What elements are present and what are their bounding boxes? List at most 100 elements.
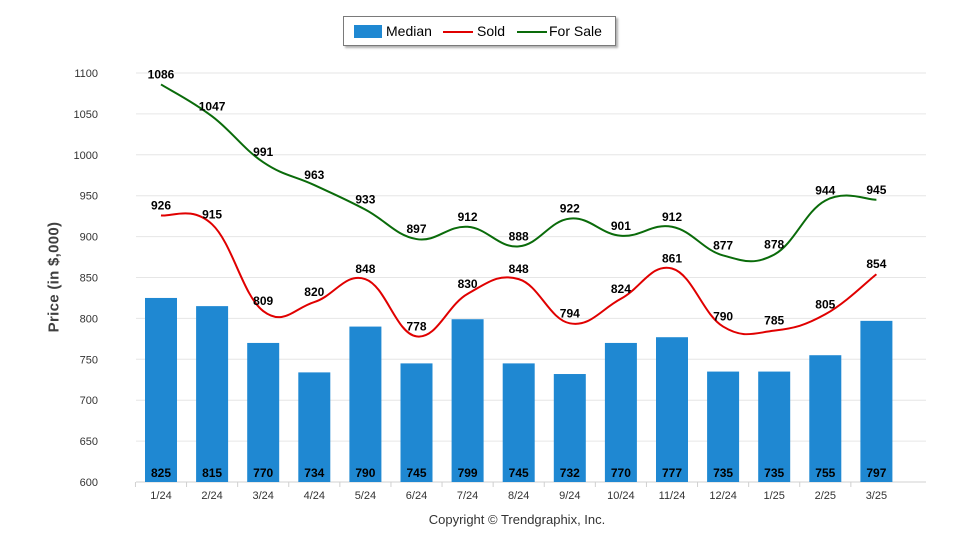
median-bar	[553, 374, 586, 482]
for-sale-data-label: 922	[560, 202, 580, 216]
x-tick-label: 3/25	[866, 490, 887, 502]
median-data-label: 745	[509, 466, 529, 480]
median-bar	[809, 355, 842, 482]
for-sale-data-label: 945	[866, 183, 886, 197]
axes: 600 650 700 750 800 850 900 950 1000 1050 1100 1/24…	[74, 68, 926, 502]
sold-data-label: 830	[458, 277, 478, 291]
median-bar	[349, 326, 382, 482]
sold-data-label: 915	[202, 207, 222, 221]
y-tick-label: 950	[80, 191, 98, 203]
for-sale-line	[160, 83, 877, 263]
legend-sold-swatch	[443, 31, 473, 33]
for-sale-data-label: 963	[304, 168, 324, 182]
median-bar	[298, 372, 331, 482]
median-bar	[707, 371, 740, 482]
legend-for-sale-label: For Sale	[549, 23, 602, 39]
sold-data-label: 926	[151, 198, 171, 212]
y-tick-label: 750	[80, 354, 98, 366]
for-sale-data-label: 877	[713, 238, 733, 252]
for-sale-data-label: 944	[815, 184, 835, 198]
median-data-label: 790	[355, 466, 375, 480]
data-labels: 825 815 770 734 790 745 799 745 732 770 777 735 735 7…	[148, 67, 887, 480]
for-sale-data-label: 912	[458, 210, 478, 224]
sold-data-label: 820	[304, 285, 324, 299]
x-tick-label: 3/24	[252, 490, 273, 502]
y-tick-label: 800	[80, 313, 98, 325]
median-bar	[451, 319, 484, 482]
median-data-label: 797	[866, 466, 886, 480]
sold-line	[160, 212, 878, 338]
median-data-label: 755	[815, 466, 835, 480]
median-data-label: 799	[458, 466, 478, 480]
legend: Median Sold For Sale	[343, 16, 616, 46]
legend-for-sale-swatch	[517, 31, 547, 33]
for-sale-data-label: 1047	[199, 99, 226, 113]
y-tick-label: 850	[80, 273, 98, 285]
y-tick-label: 900	[80, 232, 98, 244]
x-tick-label: 2/24	[201, 490, 222, 502]
for-sale-data-label: 888	[509, 229, 529, 243]
y-tick-label: 1050	[74, 109, 98, 121]
sold-data-label: 854	[866, 257, 886, 271]
x-tick-label: 8/24	[508, 490, 529, 502]
x-tick-label: 10/24	[607, 490, 635, 502]
sold-data-label: 785	[764, 314, 784, 328]
copyright-text: Copyright © Trendgraphix, Inc.	[428, 512, 606, 527]
sold-data-label: 848	[355, 262, 375, 276]
x-tick-label: 1/24	[150, 490, 171, 502]
legend-median-swatch	[354, 25, 382, 38]
median-bar	[247, 342, 280, 482]
x-tick-label: 1/25	[763, 490, 784, 502]
x-tick-label: 6/24	[406, 490, 427, 502]
for-sale-data-label: 991	[253, 145, 273, 159]
sold-data-label: 848	[509, 262, 529, 276]
median-bar	[758, 371, 791, 482]
for-sale-data-label: 912	[662, 210, 682, 224]
median-bar	[400, 363, 433, 482]
median-bars	[145, 297, 893, 482]
x-tick-label: 5/24	[355, 490, 376, 502]
median-data-label: 734	[304, 466, 324, 480]
series-lines	[160, 83, 878, 338]
x-tick-label: 7/24	[457, 490, 478, 502]
y-axis-label: Price (in $,000)	[45, 221, 63, 333]
median-bar	[604, 342, 637, 482]
y-tick-label: 1100	[74, 68, 98, 80]
legend-median-label: Median	[386, 23, 432, 39]
median-data-label: 745	[406, 466, 426, 480]
median-data-label: 825	[151, 466, 171, 480]
median-bar	[145, 297, 177, 482]
median-bar	[196, 306, 229, 482]
for-sale-data-label: 933	[355, 193, 375, 207]
sold-data-label: 809	[253, 294, 273, 308]
median-data-label: 815	[202, 466, 222, 480]
x-tick-label: 4/24	[304, 490, 325, 502]
median-data-label: 735	[764, 466, 784, 480]
sold-data-label: 790	[713, 310, 733, 324]
y-tick-label: 700	[80, 395, 98, 407]
x-tick-label: 12/24	[709, 490, 737, 502]
for-sale-data-label: 897	[406, 222, 426, 236]
sold-data-label: 794	[560, 306, 580, 320]
median-bar	[860, 320, 893, 482]
for-sale-data-label: 901	[611, 219, 631, 233]
x-tick-label: 9/24	[559, 490, 580, 502]
median-data-label: 735	[713, 466, 733, 480]
sold-data-label: 861	[662, 252, 682, 266]
median-data-label: 770	[253, 466, 273, 480]
median-bar	[502, 363, 535, 482]
sold-data-label: 824	[611, 282, 631, 296]
for-sale-data-label: 1086	[148, 67, 175, 81]
median-bar	[656, 337, 688, 482]
y-tick-label: 1000	[74, 150, 98, 162]
sold-data-label: 778	[406, 319, 426, 333]
y-tick-label: 600	[80, 477, 98, 489]
median-data-label: 732	[560, 466, 580, 480]
y-tick-label: 650	[80, 436, 98, 448]
median-data-label: 770	[611, 466, 631, 480]
legend-sold-label: Sold	[477, 23, 506, 39]
x-tick-label: 11/24	[659, 490, 686, 502]
for-sale-data-label: 878	[764, 238, 784, 252]
sold-data-label: 805	[815, 297, 835, 311]
